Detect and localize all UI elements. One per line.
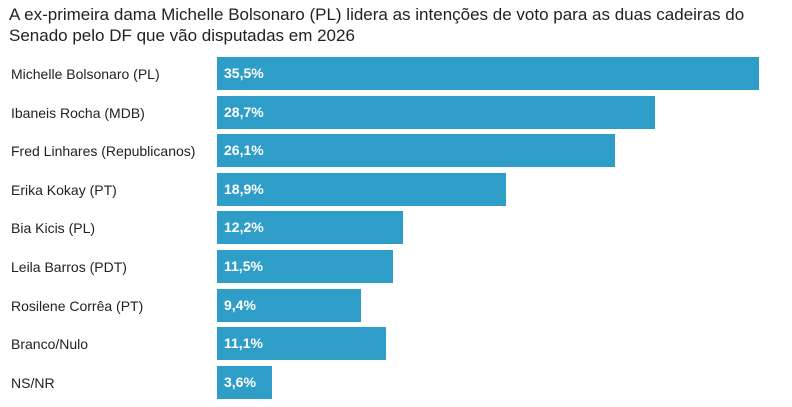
category-label: Fred Linhares (Republicanos) bbox=[11, 142, 196, 159]
category-label: Erika Kokay (PT) bbox=[11, 181, 117, 198]
bar: 18,9% bbox=[217, 173, 506, 206]
category-label: NS/NR bbox=[11, 374, 55, 391]
bar: 26,1% bbox=[217, 134, 615, 167]
bar-value-label: 35,5% bbox=[224, 65, 264, 81]
bar: 3,6% bbox=[217, 366, 272, 399]
bar: 35,5% bbox=[217, 57, 759, 90]
category-label: Rosilene Corrêa (PT) bbox=[11, 297, 144, 314]
bar-value-label: 11,5% bbox=[224, 258, 263, 274]
bar-value-label: 12,2% bbox=[224, 219, 264, 235]
bar: 12,2% bbox=[217, 211, 403, 244]
category-label: Bia Kicis (PL) bbox=[11, 219, 96, 236]
category-label: Michelle Bolsonaro (PL) bbox=[11, 65, 160, 82]
bar-value-label: 3,6% bbox=[224, 374, 256, 390]
bar: 28,7% bbox=[217, 96, 655, 129]
bar: 9,4% bbox=[217, 289, 361, 322]
category-label: Branco/Nulo bbox=[11, 335, 89, 352]
bar-value-label: 11,1% bbox=[224, 335, 263, 351]
bar: 11,1% bbox=[217, 327, 386, 360]
bar-value-label: 18,9% bbox=[224, 181, 264, 197]
bar-value-label: 9,4% bbox=[224, 297, 256, 313]
bar: 11,5% bbox=[217, 250, 393, 283]
category-label: Leila Barros (PDT) bbox=[11, 258, 127, 275]
bar-value-label: 26,1% bbox=[224, 142, 264, 158]
chart-title: A ex-primeira dama Michelle Bolsonaro (P… bbox=[9, 5, 745, 45]
bar-value-label: 28,7% bbox=[224, 104, 264, 120]
category-label: Ibaneis Rocha (MDB) bbox=[11, 104, 145, 121]
